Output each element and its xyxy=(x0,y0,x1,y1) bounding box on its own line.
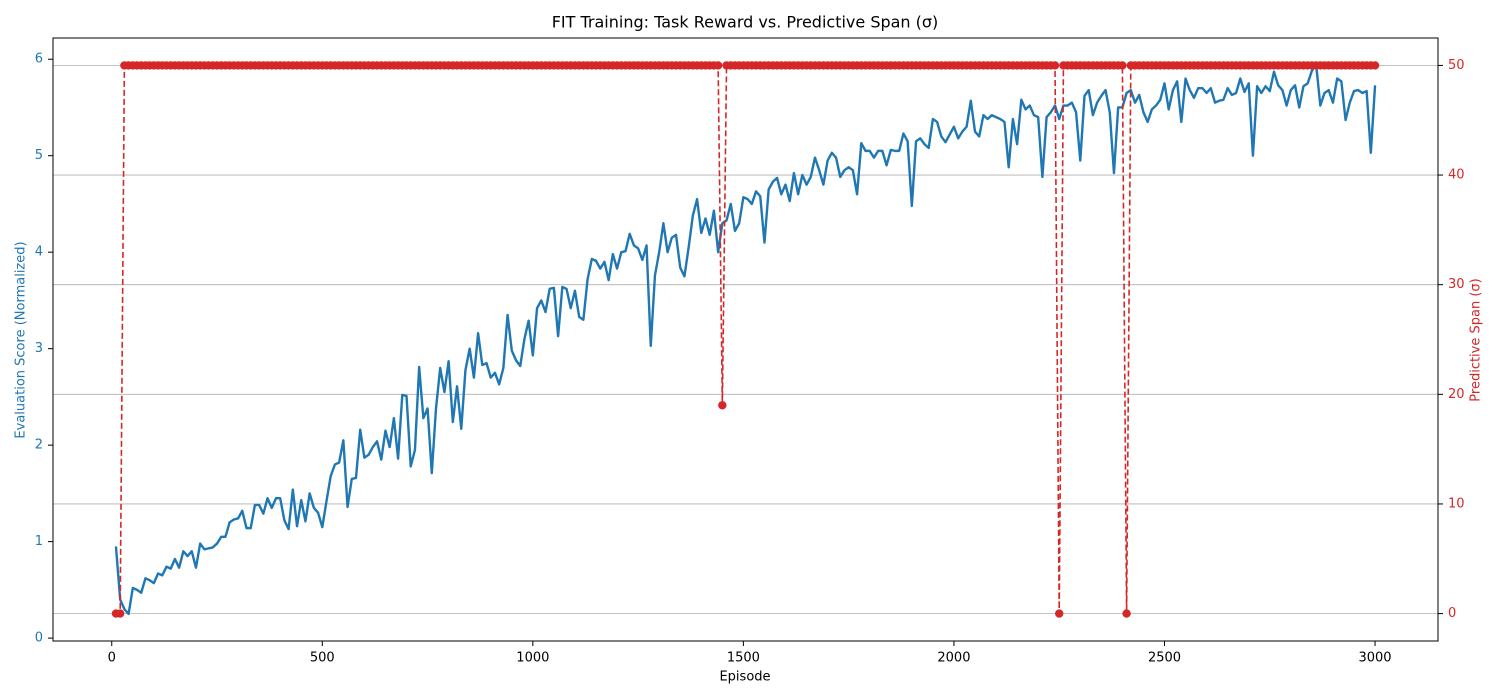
data-point xyxy=(713,61,723,70)
data-point xyxy=(1055,609,1064,618)
y-tick-label: 6 xyxy=(35,52,43,67)
x-axis-label: Episode xyxy=(719,670,770,685)
y2-axis-label: Predictive Span (σ) xyxy=(1469,278,1484,401)
series-line xyxy=(114,62,1377,616)
x-tick-label: 1500 xyxy=(727,651,760,666)
y2-tick-label: 30 xyxy=(1448,277,1465,292)
y-tick-label: 1 xyxy=(35,534,43,549)
data-point xyxy=(718,401,727,410)
y2-tick-label: 40 xyxy=(1448,168,1465,183)
x-tick-label: 1000 xyxy=(516,651,549,666)
data-point xyxy=(115,609,125,618)
x-tick-label: 0 xyxy=(108,651,116,666)
plot-frame xyxy=(52,37,1439,642)
data-point xyxy=(1050,61,1060,70)
y2-tick-label: 10 xyxy=(1448,496,1465,511)
data-point xyxy=(1122,609,1131,618)
y-axis-label: Evaluation Score (Normalized) xyxy=(14,241,29,438)
y-tick-label: 4 xyxy=(35,245,43,260)
data-point xyxy=(1118,61,1127,70)
y-tick-label: 5 xyxy=(35,148,43,163)
chart-title: FIT Training: Task Reward vs. Predictive… xyxy=(552,13,939,32)
y-tick-label: 3 xyxy=(35,341,43,356)
y2-tick-label: 20 xyxy=(1448,387,1465,402)
x-tick-label: 500 xyxy=(310,651,335,666)
y2-tick-label: 50 xyxy=(1448,58,1465,73)
x-tick-label: 3000 xyxy=(1358,651,1391,666)
y2-tick-label: 0 xyxy=(1448,606,1456,621)
x-tick-label: 2000 xyxy=(937,651,970,666)
data-point xyxy=(1370,61,1380,70)
x-tick-label: 2500 xyxy=(1148,651,1181,666)
y-tick-label: 2 xyxy=(35,438,43,453)
y-tick-label: 0 xyxy=(35,631,43,646)
